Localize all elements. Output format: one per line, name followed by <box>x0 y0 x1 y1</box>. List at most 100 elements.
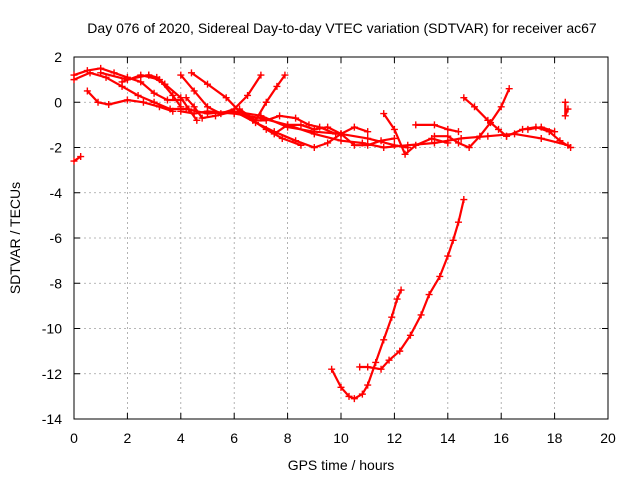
data-point <box>454 128 462 136</box>
data-point <box>390 125 398 133</box>
y-tick-label: -6 <box>50 230 63 246</box>
data-point <box>278 134 286 142</box>
data-point <box>364 134 372 142</box>
data-point <box>177 71 185 79</box>
data-point <box>190 87 198 95</box>
x-tick-labels: 0 2 4 6 8 10 12 14 16 18 20 <box>70 430 616 446</box>
data-point <box>252 116 260 124</box>
data-point <box>465 144 473 151</box>
data-point <box>524 125 532 133</box>
data-point <box>377 365 385 373</box>
data-point <box>377 137 385 145</box>
data-point <box>444 125 452 133</box>
data-point <box>476 132 484 140</box>
data-point <box>561 112 569 120</box>
data-point <box>310 125 318 133</box>
axis-ticks <box>73 56 609 420</box>
data-point <box>337 137 345 145</box>
data-point <box>396 347 404 355</box>
data-point <box>364 128 372 136</box>
data-point <box>297 141 305 149</box>
series-arc-t <box>561 98 572 120</box>
data-point <box>310 144 318 151</box>
data-point <box>537 123 545 131</box>
data-point <box>328 365 336 373</box>
data-point <box>292 114 300 122</box>
data-point <box>364 381 372 389</box>
data-point <box>460 196 468 204</box>
data-point <box>497 103 505 111</box>
y-tick-label: 2 <box>54 49 62 65</box>
y-tick-label: -12 <box>42 366 62 382</box>
data-point <box>262 98 270 106</box>
series-line <box>190 71 302 147</box>
data-point <box>436 272 444 280</box>
data-point <box>284 121 292 129</box>
y-tick-labels: -14 -12 -10 -8 -6 -4 -2 0 2 <box>42 49 62 427</box>
data-point <box>390 134 398 142</box>
y-tick-label: -14 <box>42 411 62 427</box>
data-point <box>337 383 345 391</box>
data-series <box>70 64 575 403</box>
data-point <box>444 132 452 140</box>
data-point <box>388 313 396 321</box>
series-arc-n <box>380 110 452 158</box>
data-point <box>70 157 78 165</box>
data-point <box>273 82 281 90</box>
data-point <box>193 116 201 124</box>
data-point <box>425 291 433 299</box>
data-point <box>217 110 225 118</box>
data-point <box>190 110 198 118</box>
series-line <box>330 288 403 400</box>
data-point <box>137 78 145 86</box>
data-point <box>444 139 452 147</box>
data-point <box>454 139 462 147</box>
x-tick-label: 18 <box>547 430 563 446</box>
data-point <box>471 103 478 111</box>
data-point <box>444 252 452 260</box>
x-tick-label: 12 <box>387 430 403 446</box>
series-arc-start <box>70 153 85 165</box>
data-point <box>270 130 278 138</box>
data-point <box>505 85 513 93</box>
x-tick-label: 6 <box>230 430 238 446</box>
data-point <box>177 107 185 115</box>
series-arc-v <box>356 196 468 373</box>
series-arc-c <box>83 87 177 115</box>
x-tick-label: 8 <box>284 430 292 446</box>
data-point <box>484 116 492 124</box>
data-point <box>169 91 177 99</box>
data-point <box>380 110 388 118</box>
data-point <box>350 395 358 403</box>
data-point <box>198 114 206 122</box>
data-point <box>105 101 113 109</box>
data-point <box>457 134 465 142</box>
data-point <box>169 107 177 115</box>
data-point <box>397 286 405 294</box>
series-line <box>254 73 286 122</box>
data-point <box>364 363 372 371</box>
data-point <box>350 141 358 149</box>
y-axis-label: SDTVAR / TECUs <box>7 182 23 294</box>
data-point <box>561 98 569 106</box>
series-arc-p <box>430 85 513 151</box>
series-line <box>414 123 460 133</box>
data-point <box>401 150 409 158</box>
data-point <box>385 356 393 364</box>
data-point <box>454 218 462 226</box>
data-point <box>118 78 126 86</box>
series-line <box>505 125 572 149</box>
series-arc-u <box>328 286 405 403</box>
data-point <box>537 134 545 142</box>
data-point <box>281 71 289 79</box>
data-point <box>77 153 85 161</box>
data-point <box>564 105 572 113</box>
data-point <box>372 358 380 366</box>
data-point <box>404 141 412 149</box>
x-tick-label: 0 <box>70 430 78 446</box>
data-point <box>244 91 252 99</box>
data-point <box>137 71 145 79</box>
x-tick-label: 10 <box>333 430 349 446</box>
x-tick-label: 14 <box>440 430 456 446</box>
